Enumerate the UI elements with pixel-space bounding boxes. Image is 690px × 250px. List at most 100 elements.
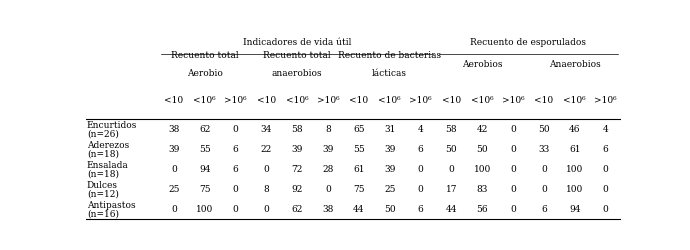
Text: 44: 44 xyxy=(353,204,364,214)
Text: <10: <10 xyxy=(442,96,461,105)
Text: 58: 58 xyxy=(446,125,457,134)
Text: 0: 0 xyxy=(448,165,454,174)
Text: 8: 8 xyxy=(264,185,269,194)
Text: (n=18): (n=18) xyxy=(87,169,119,178)
Text: 61: 61 xyxy=(569,145,580,154)
Text: 0: 0 xyxy=(325,185,331,194)
Text: 75: 75 xyxy=(199,185,210,194)
Text: 6: 6 xyxy=(233,145,239,154)
Text: <10: <10 xyxy=(349,96,368,105)
Text: 22: 22 xyxy=(261,145,272,154)
Text: 4: 4 xyxy=(602,125,609,134)
Text: 39: 39 xyxy=(384,165,395,174)
Text: <10⁶: <10⁶ xyxy=(286,96,308,105)
Text: (n=16): (n=16) xyxy=(87,209,119,218)
Text: 0: 0 xyxy=(510,125,516,134)
Text: 38: 38 xyxy=(168,125,179,134)
Text: <10⁶: <10⁶ xyxy=(564,96,586,105)
Text: 0: 0 xyxy=(602,165,609,174)
Text: 92: 92 xyxy=(291,185,303,194)
Text: 33: 33 xyxy=(538,145,549,154)
Text: (n=26): (n=26) xyxy=(87,129,119,138)
Text: 46: 46 xyxy=(569,125,580,134)
Text: 62: 62 xyxy=(199,125,210,134)
Text: 17: 17 xyxy=(446,185,457,194)
Text: Aerobio: Aerobio xyxy=(187,69,223,78)
Text: Recuento total: Recuento total xyxy=(171,50,239,59)
Text: 0: 0 xyxy=(510,145,516,154)
Text: Aerobios: Aerobios xyxy=(462,60,502,69)
Text: 100: 100 xyxy=(196,204,213,214)
Text: 0: 0 xyxy=(541,165,546,174)
Text: 39: 39 xyxy=(291,145,303,154)
Text: 100: 100 xyxy=(566,185,583,194)
Text: 61: 61 xyxy=(353,165,364,174)
Text: 72: 72 xyxy=(291,165,303,174)
Text: 55: 55 xyxy=(199,145,210,154)
Text: 0: 0 xyxy=(264,165,269,174)
Text: Ensalada: Ensalada xyxy=(87,160,128,170)
Text: 31: 31 xyxy=(384,125,395,134)
Text: >10⁶: >10⁶ xyxy=(409,96,432,105)
Text: (n=12): (n=12) xyxy=(87,189,119,198)
Text: 0: 0 xyxy=(171,204,177,214)
Text: Aderezos: Aderezos xyxy=(87,140,129,149)
Text: 83: 83 xyxy=(477,185,488,194)
Text: 39: 39 xyxy=(168,145,179,154)
Text: 25: 25 xyxy=(168,185,179,194)
Text: >10⁶: >10⁶ xyxy=(594,96,617,105)
Text: 55: 55 xyxy=(353,145,365,154)
Text: Antipastos: Antipastos xyxy=(87,200,135,209)
Text: <10: <10 xyxy=(534,96,553,105)
Text: 65: 65 xyxy=(353,125,365,134)
Text: 50: 50 xyxy=(446,145,457,154)
Text: 0: 0 xyxy=(541,185,546,194)
Text: 6: 6 xyxy=(417,145,424,154)
Text: (n=18): (n=18) xyxy=(87,149,119,158)
Text: 42: 42 xyxy=(477,125,488,134)
Text: 0: 0 xyxy=(233,125,239,134)
Text: 0: 0 xyxy=(510,185,516,194)
Text: 4: 4 xyxy=(417,125,424,134)
Text: 50: 50 xyxy=(384,204,395,214)
Text: 100: 100 xyxy=(473,165,491,174)
Text: 75: 75 xyxy=(353,185,365,194)
Text: 6: 6 xyxy=(417,204,424,214)
Text: Encurtidos: Encurtidos xyxy=(87,120,137,130)
Text: 6: 6 xyxy=(602,145,609,154)
Text: 39: 39 xyxy=(384,145,395,154)
Text: 0: 0 xyxy=(171,165,177,174)
Text: Recuento total: Recuento total xyxy=(264,50,331,59)
Text: 94: 94 xyxy=(569,204,580,214)
Text: anaerobios: anaerobios xyxy=(272,69,322,78)
Text: 34: 34 xyxy=(261,125,272,134)
Text: 62: 62 xyxy=(291,204,303,214)
Text: 0: 0 xyxy=(417,165,424,174)
Text: 8: 8 xyxy=(325,125,331,134)
Text: 50: 50 xyxy=(476,145,488,154)
Text: 39: 39 xyxy=(322,145,334,154)
Text: 50: 50 xyxy=(538,125,550,134)
Text: 94: 94 xyxy=(199,165,210,174)
Text: >10⁶: >10⁶ xyxy=(224,96,247,105)
Text: 38: 38 xyxy=(322,204,334,214)
Text: 44: 44 xyxy=(446,204,457,214)
Text: <10⁶: <10⁶ xyxy=(471,96,493,105)
Text: 0: 0 xyxy=(417,185,424,194)
Text: Recuento de bacterias: Recuento de bacterias xyxy=(338,50,442,59)
Text: <10: <10 xyxy=(257,96,276,105)
Text: 25: 25 xyxy=(384,185,395,194)
Text: 28: 28 xyxy=(322,165,334,174)
Text: 6: 6 xyxy=(541,204,546,214)
Text: <10⁶: <10⁶ xyxy=(378,96,401,105)
Text: <10⁶: <10⁶ xyxy=(193,96,216,105)
Text: Recuento de esporulados: Recuento de esporulados xyxy=(471,38,586,47)
Text: 0: 0 xyxy=(602,185,609,194)
Text: 0: 0 xyxy=(602,204,609,214)
Text: Indicadores de vida útil: Indicadores de vida útil xyxy=(243,38,351,47)
Text: 100: 100 xyxy=(566,165,583,174)
Text: >10⁶: >10⁶ xyxy=(502,96,524,105)
Text: 6: 6 xyxy=(233,165,239,174)
Text: 0: 0 xyxy=(510,204,516,214)
Text: 58: 58 xyxy=(291,125,303,134)
